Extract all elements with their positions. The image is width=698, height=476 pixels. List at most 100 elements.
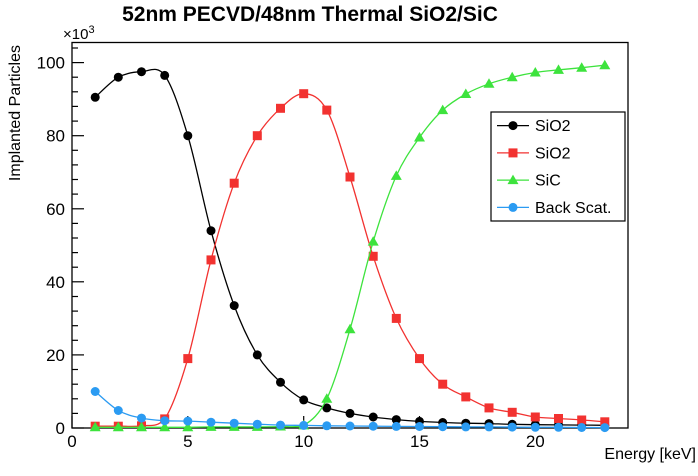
plot-frame — [71, 41, 629, 429]
data-point-square — [206, 255, 216, 265]
data-point-circle — [461, 422, 471, 432]
data-point-triangle — [367, 236, 379, 246]
data-point-circle — [90, 92, 100, 102]
data-point-circle — [508, 121, 518, 131]
data-point-circle — [368, 421, 378, 431]
legend-item-2: SiC — [497, 173, 561, 190]
data-point-triangle — [599, 59, 611, 70]
legend-label: SiO2 — [535, 145, 571, 162]
data-point-circle — [484, 422, 494, 432]
data-point-triangle — [553, 64, 564, 74]
data-point-triangle — [576, 62, 588, 72]
legend-label: SiC — [535, 173, 561, 190]
y-tick-label: 60 — [46, 200, 65, 219]
data-point-square — [530, 412, 540, 422]
data-point-circle — [299, 395, 309, 405]
y-axis: 0 20 40 60 80 100 — [37, 47, 84, 438]
data-point-circle — [183, 131, 193, 141]
legend-item-0: SiO2 — [497, 118, 571, 135]
data-point-square — [600, 417, 610, 427]
y-tick-label: 20 — [46, 346, 65, 365]
y-tick-label: 100 — [37, 54, 65, 73]
data-point-circle — [530, 422, 540, 432]
data-point-circle — [415, 422, 424, 431]
series-2-sic — [89, 59, 611, 432]
data-point-square — [507, 407, 517, 417]
data-point-triangle — [344, 323, 356, 334]
data-point-triangle — [321, 393, 333, 403]
data-point-triangle — [136, 421, 147, 432]
legend-label: SiO2 — [535, 118, 571, 135]
legend-item-1: SiO2 — [497, 145, 571, 162]
chart-title: 52nm PECVD/48nm Thermal SiO2/SiC — [122, 3, 498, 26]
data-point-circle — [183, 416, 193, 426]
data-point-circle — [206, 226, 216, 236]
data-point-square — [484, 403, 494, 413]
legend-item-3: Back Scat. — [497, 200, 611, 217]
data-point-circle — [206, 417, 216, 427]
data-point-circle — [299, 420, 309, 430]
legend-box — [490, 111, 626, 222]
data-point-triangle — [159, 421, 171, 432]
x-tick-label: 15 — [410, 432, 429, 451]
x-tick-label: 0 — [67, 432, 76, 451]
data-point-circle — [276, 377, 285, 387]
data-point-square — [299, 89, 309, 99]
data-point-square — [438, 379, 448, 389]
data-point-circle — [113, 72, 123, 82]
x-axis-title: Energy [keV] — [604, 446, 696, 463]
data-point-circle — [554, 422, 563, 432]
y-tick-label: 80 — [46, 127, 65, 146]
x-tick-label: 10 — [294, 432, 313, 451]
data-point-triangle — [390, 170, 402, 180]
y-tick-label: 0 — [56, 419, 65, 438]
data-point-circle — [508, 202, 518, 212]
data-point-circle — [507, 422, 517, 432]
y-axis-title: Implanted Particles — [7, 45, 24, 181]
data-point-circle — [137, 67, 146, 77]
data-point-triangle — [414, 132, 425, 142]
data-point-circle — [276, 420, 285, 430]
data-point-circle — [438, 422, 448, 432]
data-point-square — [345, 172, 355, 182]
data-point-triangle — [529, 67, 541, 77]
data-point-circle — [252, 350, 262, 360]
x-tick-label: 20 — [526, 432, 545, 451]
data-point-square — [276, 103, 285, 113]
data-point-square — [322, 105, 332, 115]
data-point-square — [391, 313, 401, 323]
data-point-circle — [137, 413, 146, 423]
y-tick-label: 40 — [46, 273, 65, 292]
data-point-circle — [345, 408, 355, 418]
data-point-circle — [229, 301, 239, 311]
data-point-triangle — [437, 104, 449, 115]
data-point-circle — [391, 421, 401, 431]
data-point-circle — [322, 403, 332, 413]
data-point-circle — [113, 406, 123, 415]
data-point-triangle — [182, 421, 194, 432]
data-point-circle — [252, 419, 262, 429]
data-point-circle — [368, 412, 378, 422]
data-point-square — [229, 178, 239, 188]
data-point-square — [508, 148, 518, 158]
series-3-back-scat- — [90, 387, 610, 433]
data-point-square — [461, 392, 471, 402]
x-tick-label: 5 — [183, 432, 192, 451]
data-point-circle — [600, 423, 610, 433]
legend: SiO2 SiO2 SiC Back Scat. — [490, 111, 626, 222]
data-point-circle — [345, 421, 355, 431]
data-point-square — [368, 251, 378, 261]
data-point-triangle — [112, 421, 124, 432]
legend-label: Back Scat. — [535, 200, 611, 217]
x-axis: 0 5 10 15 20 — [67, 416, 606, 451]
data-point-triangle — [506, 71, 518, 82]
data-point-circle — [577, 423, 587, 432]
y-axis-multiplier: ×103 — [63, 24, 95, 43]
data-point-circle — [90, 387, 100, 396]
data-point-triangle — [460, 88, 472, 98]
data-point-square — [577, 415, 587, 425]
data-point-triangle — [483, 78, 495, 88]
data-point-square — [554, 414, 563, 423]
